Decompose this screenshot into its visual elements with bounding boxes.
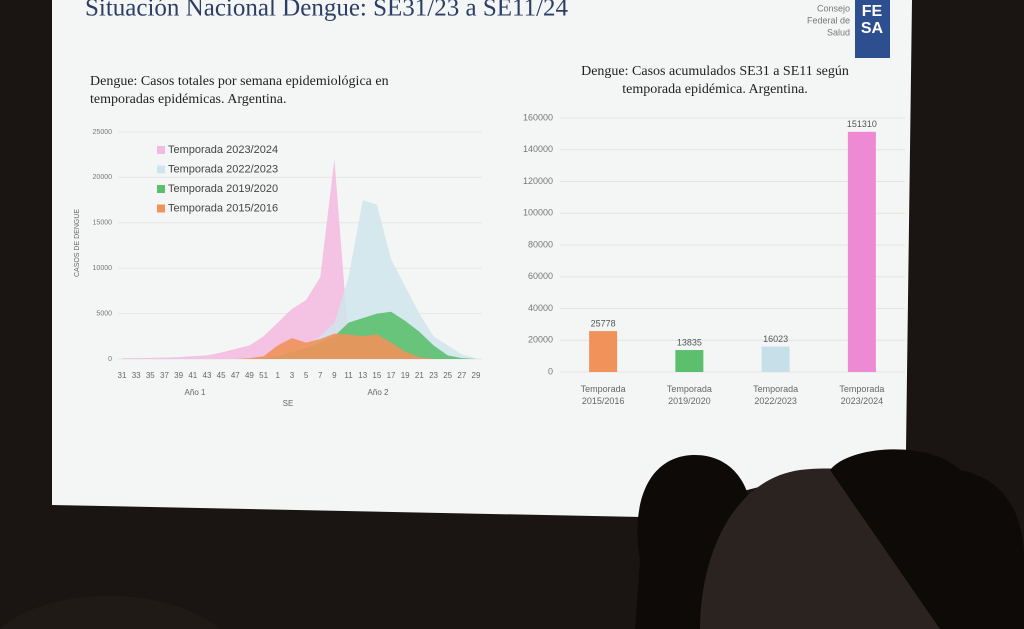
y-tick-label: 20000 <box>528 335 553 345</box>
logo-mark: FE <box>862 3 883 20</box>
y-tick-label: 0 <box>548 366 553 376</box>
bar <box>761 346 790 372</box>
x-tick-label: 11 <box>344 371 353 380</box>
x-tick-label: 49 <box>245 371 254 380</box>
x-tick-label: 5 <box>304 371 309 380</box>
y-tick-label: 10000 <box>93 265 113 272</box>
x-tick-label: 21 <box>415 371 424 380</box>
x-tick-label: 23 <box>429 371 438 380</box>
slide <box>52 0 912 517</box>
x-tick-label: Temporada 2022/2023 <box>753 384 799 406</box>
x-tick-label: 19 <box>401 371 410 380</box>
y-tick-label: 140000 <box>523 144 553 154</box>
x-group-label: Año 2 <box>368 388 389 397</box>
value-label: 151310 <box>847 119 877 129</box>
x-tick-label: 29 <box>472 371 481 380</box>
x-tick-label: Temporada 2023/2024 <box>839 384 885 406</box>
logo-text: Federal de <box>807 15 850 25</box>
logo-box <box>855 0 890 58</box>
legend-label: Temporada 2015/2016 <box>168 202 278 214</box>
value-label: 13835 <box>677 337 702 347</box>
bar <box>589 331 618 372</box>
x-tick-label: 3 <box>290 371 295 380</box>
chart-title: Dengue: Casos totales por semana epidemi… <box>90 74 389 107</box>
bar <box>847 131 876 372</box>
y-tick-label: 40000 <box>528 303 553 313</box>
head-silhouette <box>830 449 1024 629</box>
x-tick-label: 33 <box>132 371 141 380</box>
legend-swatch <box>157 165 165 174</box>
x-tick-label: 51 <box>259 371 268 380</box>
y-tick-label: 80000 <box>528 239 553 249</box>
value-label: 25778 <box>591 318 616 328</box>
x-tick-label: 37 <box>160 371 169 380</box>
x-group-label: Año 1 <box>185 388 206 397</box>
x-axis-label: SE <box>283 399 294 408</box>
x-tick-label: 39 <box>174 371 183 380</box>
y-tick-label: 15000 <box>93 220 113 227</box>
legend-label: Temporada 2022/2023 <box>168 163 278 175</box>
y-tick-label: 5000 <box>96 310 112 317</box>
legend-label: Temporada 2019/2020 <box>168 183 278 195</box>
chart-title: Dengue: Casos acumulados SE31 a SE11 seg… <box>581 64 849 97</box>
x-tick-label: 15 <box>372 371 381 380</box>
head-silhouette <box>0 595 220 629</box>
logo-mark: SA <box>861 20 884 37</box>
x-tick-label: 41 <box>188 371 197 380</box>
y-tick-label: 0 <box>108 356 112 363</box>
y-axis-label: CASOS DE DENGUE <box>74 209 81 277</box>
x-tick-label: 25 <box>443 371 452 380</box>
x-tick-label: 45 <box>217 371 226 380</box>
x-tick-label: 17 <box>387 371 396 380</box>
audience <box>0 449 1024 629</box>
y-tick-label: 100000 <box>523 208 553 218</box>
legend-swatch <box>157 185 165 193</box>
x-tick-label: 7 <box>318 371 323 380</box>
y-tick-label: 160000 <box>523 112 553 122</box>
y-tick-label: 60000 <box>528 271 553 281</box>
x-tick-label: 47 <box>231 371 240 380</box>
y-tick-label: 20000 <box>93 174 113 181</box>
x-tick-label: Temporada 2015/2016 <box>580 384 626 406</box>
legend-label: Temporada 2023/2024 <box>168 144 278 156</box>
x-tick-label: 1 <box>276 371 281 380</box>
legend-swatch <box>157 204 165 213</box>
area <box>122 333 476 359</box>
logo-text: Consejo <box>817 3 850 13</box>
legend-swatch <box>157 146 165 154</box>
y-tick-label: 120000 <box>523 176 553 186</box>
y-tick-label: 25000 <box>93 129 113 136</box>
x-tick-label: 35 <box>146 371 155 380</box>
x-tick-label: 31 <box>118 371 127 380</box>
bar <box>675 350 704 372</box>
value-label: 16023 <box>763 334 788 344</box>
x-tick-label: Temporada 2019/2020 <box>666 384 712 406</box>
logo-text: Salud <box>827 27 850 37</box>
x-tick-label: 27 <box>457 371 466 380</box>
x-tick-label: 13 <box>358 371 367 380</box>
x-tick-label: 43 <box>203 371 212 380</box>
slide-title: Situación Nacional Dengue: SE31/23 a SE1… <box>85 0 569 22</box>
x-tick-label: 9 <box>332 371 337 380</box>
